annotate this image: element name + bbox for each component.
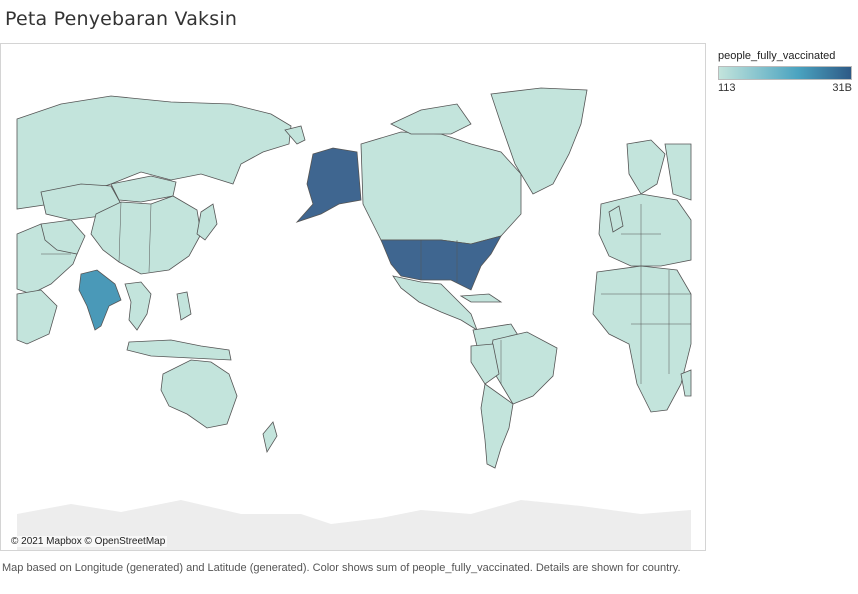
country-madagascar[interactable] bbox=[680, 369, 692, 397]
country-australia[interactable] bbox=[160, 359, 238, 429]
legend-gradient-bar bbox=[718, 66, 852, 80]
map-attribution: © 2021 Mapbox © OpenStreetMap bbox=[9, 536, 168, 547]
legend-title: people_fully_vaccinated bbox=[718, 50, 836, 62]
antarctica[interactable] bbox=[17, 500, 691, 551]
country-united-states[interactable] bbox=[380, 235, 502, 291]
map-caption: Map based on Longitude (generated) and L… bbox=[2, 562, 681, 574]
country-philippines[interactable] bbox=[176, 291, 192, 321]
world-map[interactable] bbox=[1, 44, 706, 551]
country-argentina[interactable] bbox=[480, 383, 514, 469]
country-canada[interactable] bbox=[360, 131, 522, 245]
color-legend: people_fully_vaccinated 113 31B bbox=[718, 50, 856, 94]
legend-min-label: 113 bbox=[718, 82, 736, 94]
country-canada-islands[interactable] bbox=[390, 103, 472, 135]
country-africa[interactable] bbox=[592, 265, 692, 413]
country-united-kingdom[interactable] bbox=[608, 205, 624, 233]
legend-max-label: 31B bbox=[832, 82, 852, 94]
country-united-states-alaska[interactable] bbox=[295, 147, 362, 223]
country-new-zealand[interactable] bbox=[262, 421, 278, 454]
country-southeast-asia[interactable] bbox=[124, 281, 152, 331]
country-brazil[interactable] bbox=[488, 331, 558, 405]
country-russia-west[interactable] bbox=[664, 143, 692, 201]
country-scandinavia[interactable] bbox=[626, 139, 666, 195]
legend-labels: 113 31B bbox=[718, 82, 852, 94]
map-view[interactable]: © 2021 Mapbox © OpenStreetMap bbox=[0, 43, 706, 551]
country-cuba[interactable] bbox=[459, 293, 503, 303]
country-iran[interactable] bbox=[40, 219, 86, 255]
country-greenland[interactable] bbox=[490, 87, 588, 195]
page-title: Peta Penyebaran Vaksin bbox=[5, 8, 238, 30]
country-japan[interactable] bbox=[196, 203, 218, 241]
country-peru[interactable] bbox=[470, 343, 500, 385]
country-indonesia[interactable] bbox=[126, 339, 232, 361]
country-russia-east[interactable] bbox=[284, 125, 306, 145]
country-india[interactable] bbox=[78, 269, 122, 331]
country-europe[interactable] bbox=[598, 193, 692, 267]
country-saudi-arabia[interactable] bbox=[16, 289, 58, 345]
